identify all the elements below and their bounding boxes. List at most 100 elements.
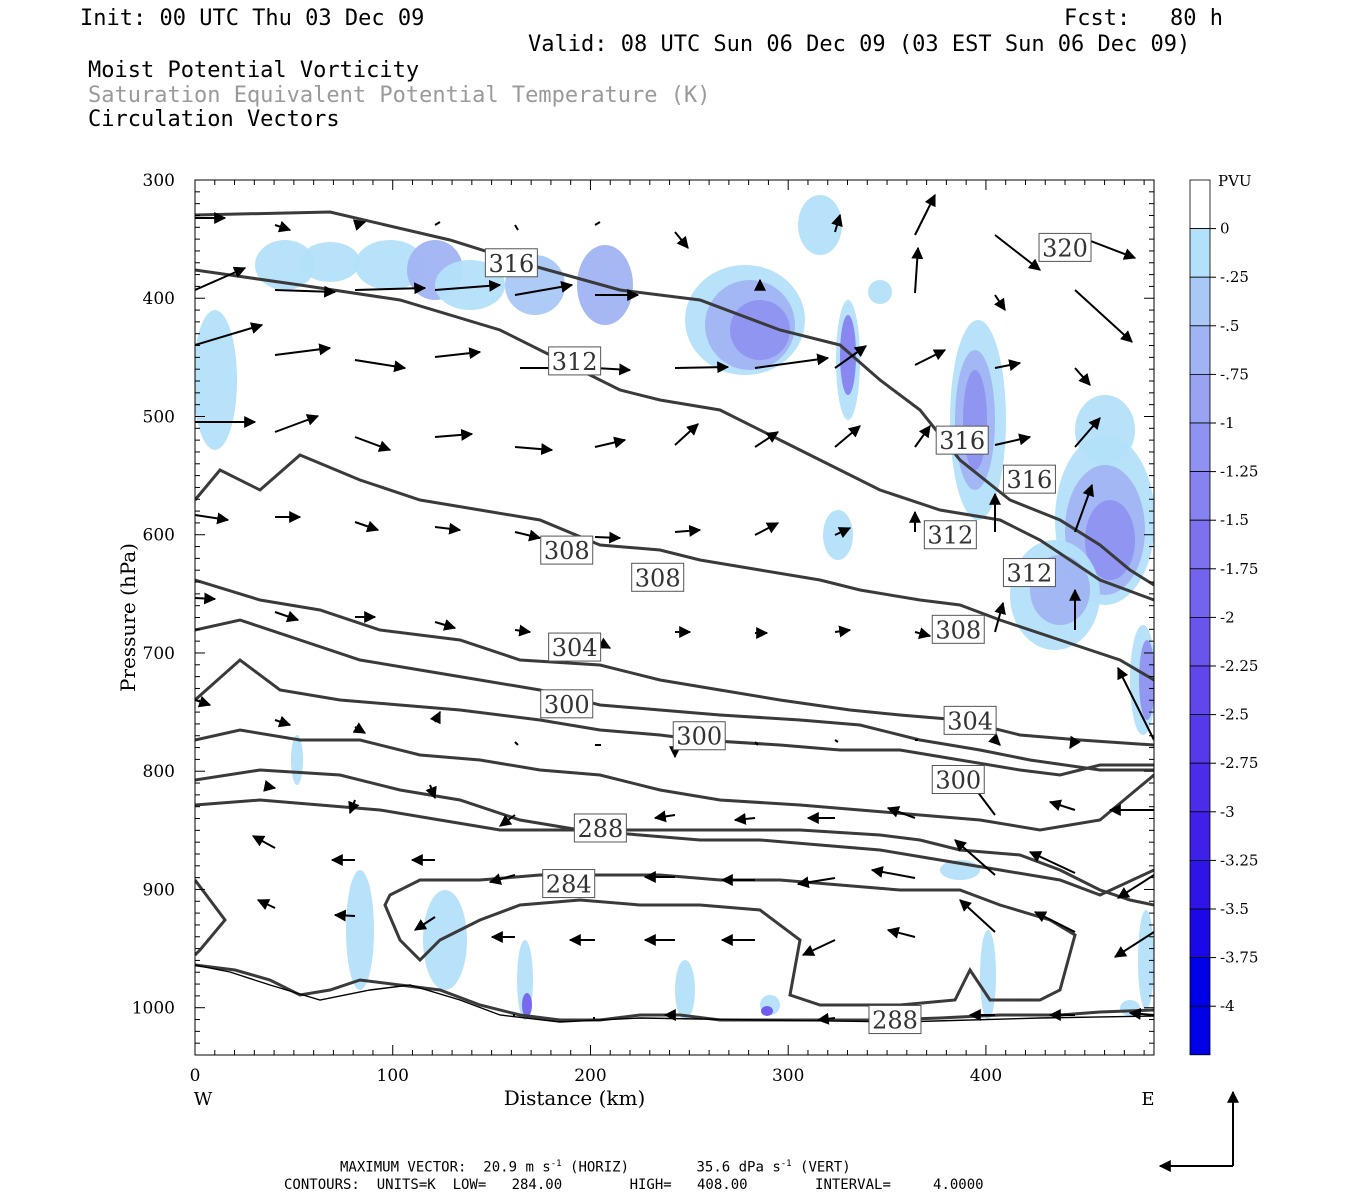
colorbar-label: -1.5: [1220, 511, 1249, 529]
colorbar-swatch: [1189, 665, 1211, 715]
contour-line: [383, 873, 1077, 1007]
contour-label-text: 284: [546, 871, 592, 899]
vector-arrow: [594, 436, 627, 449]
vector-arrow: [354, 359, 407, 373]
vector-arrow: [754, 741, 759, 746]
colorbar-swatch: [1189, 179, 1211, 229]
colorbar-swatch: [1189, 568, 1211, 618]
contour-label: 300: [540, 689, 594, 719]
colorbar-swatch: [1189, 617, 1211, 667]
vector-arrow: [274, 715, 292, 728]
vector-arrow: [653, 810, 676, 823]
vector-arrow: [488, 873, 516, 885]
vector-arrow: [434, 347, 482, 360]
vector-arrow: [914, 627, 932, 640]
vector-arrow: [834, 345, 867, 369]
colorbar-label: -1.25: [1220, 463, 1258, 481]
vector-arrow: [886, 806, 916, 819]
contour-label-text: 316: [939, 427, 985, 455]
vector-arrow: [354, 282, 427, 295]
contour-label-box: [672, 721, 726, 751]
contour-label-box: [1002, 464, 1056, 494]
vector-arrow: [594, 531, 622, 544]
vector-arrow: [354, 436, 392, 452]
vector-arrow: [1117, 666, 1154, 741]
contour-line: [195, 963, 1154, 1022]
contour-label-text: 304: [947, 707, 993, 735]
colorbar-label: -3.75: [1220, 949, 1258, 967]
axes: 300 400 500 600 700 800 900 1000 0 100 200 300 400 W E…: [116, 171, 1155, 1110]
vector-arrow: [434, 619, 457, 631]
vector-arrow: [1074, 289, 1133, 343]
colorbar-label: -2.75: [1220, 754, 1258, 772]
field-title-theta-es: Saturation Equivalent Potential Temperat…: [88, 83, 711, 108]
pv-region: [980, 930, 996, 1020]
vector-arrow: [733, 812, 756, 825]
vector-arrow: [834, 739, 839, 743]
vector-arrow: [499, 814, 516, 827]
vector-arrow: [954, 839, 996, 876]
vector-arrow: [514, 280, 574, 296]
contour-label: 308: [931, 614, 985, 644]
vector-arrow: [514, 443, 554, 456]
pv-region: [1085, 500, 1135, 580]
contour-label-box: [548, 346, 602, 376]
colorbar-swatch: [1189, 957, 1211, 1007]
contour-line: [195, 798, 1154, 907]
y-tick-label: 800: [143, 762, 175, 782]
vector-arrow: [911, 246, 924, 294]
vector-arrow: [834, 527, 852, 539]
y-tick-label: 600: [143, 526, 175, 546]
contour-label: 312: [1002, 558, 1056, 588]
y-tick-label: 1000: [132, 999, 175, 1019]
colorbar-swatch: [1189, 762, 1211, 813]
pv-region: [291, 735, 303, 785]
contour-label-text: 312: [927, 522, 973, 550]
vector-arrow: [195, 592, 217, 605]
vector-arrow: [195, 322, 264, 346]
contour-label-box: [935, 425, 989, 455]
contour-label: 316: [935, 425, 989, 455]
contour-label: 316: [484, 248, 538, 278]
contour-label: 312: [923, 520, 977, 550]
field-title-mpv: Moist Potential Vorticity: [88, 58, 420, 83]
colorbar-swatch: [1189, 373, 1211, 424]
vector-arrow: [870, 866, 916, 879]
vector-arrow: [674, 231, 689, 249]
contour-line: [195, 618, 1154, 772]
contour-label: 304: [943, 705, 997, 735]
contour-label-box: [923, 520, 977, 550]
vector-arrow: [195, 266, 247, 291]
contour-label-text: 304: [552, 634, 598, 662]
vector-arrow: [1028, 851, 1076, 874]
contour-label-text: 308: [544, 537, 590, 565]
vector-arrow: [754, 353, 830, 369]
contour-label: 308: [631, 562, 685, 592]
theta-es-contours: [195, 210, 1154, 1023]
contour-label-box: [573, 813, 627, 843]
west-label: W: [194, 1089, 213, 1110]
x-tick-label: 0: [190, 1066, 201, 1086]
colorbar-label: -2.5: [1220, 706, 1249, 724]
vector-arrow: [413, 916, 436, 931]
vector-arrow: [333, 909, 356, 922]
max-vector-line: MAXIMUM VECTOR: 20.9 m s-1 (HORIZ) 35.6 …: [340, 1159, 851, 1176]
pv-region: [823, 510, 853, 560]
contour-label-text: 308: [935, 616, 981, 644]
vector-arrow: [674, 361, 730, 374]
contour-label-text: 300: [544, 691, 590, 719]
contour-label-box: [484, 248, 538, 278]
pv-region: [675, 960, 695, 1020]
contour-label: 284: [542, 869, 596, 899]
pv-region: [255, 240, 315, 290]
vector-arrow: [1074, 367, 1091, 386]
pv-region: [522, 993, 532, 1017]
contour-label-box: [868, 1005, 922, 1035]
contour-label-box: [542, 869, 596, 899]
contour-label-box: [1002, 558, 1056, 588]
vector-arrow: [195, 695, 212, 708]
vector-arrow: [914, 349, 947, 366]
vector-arrow: [352, 219, 367, 231]
colorbar-label: -2: [1220, 608, 1235, 626]
colorbar-title: PVU: [1218, 172, 1252, 190]
